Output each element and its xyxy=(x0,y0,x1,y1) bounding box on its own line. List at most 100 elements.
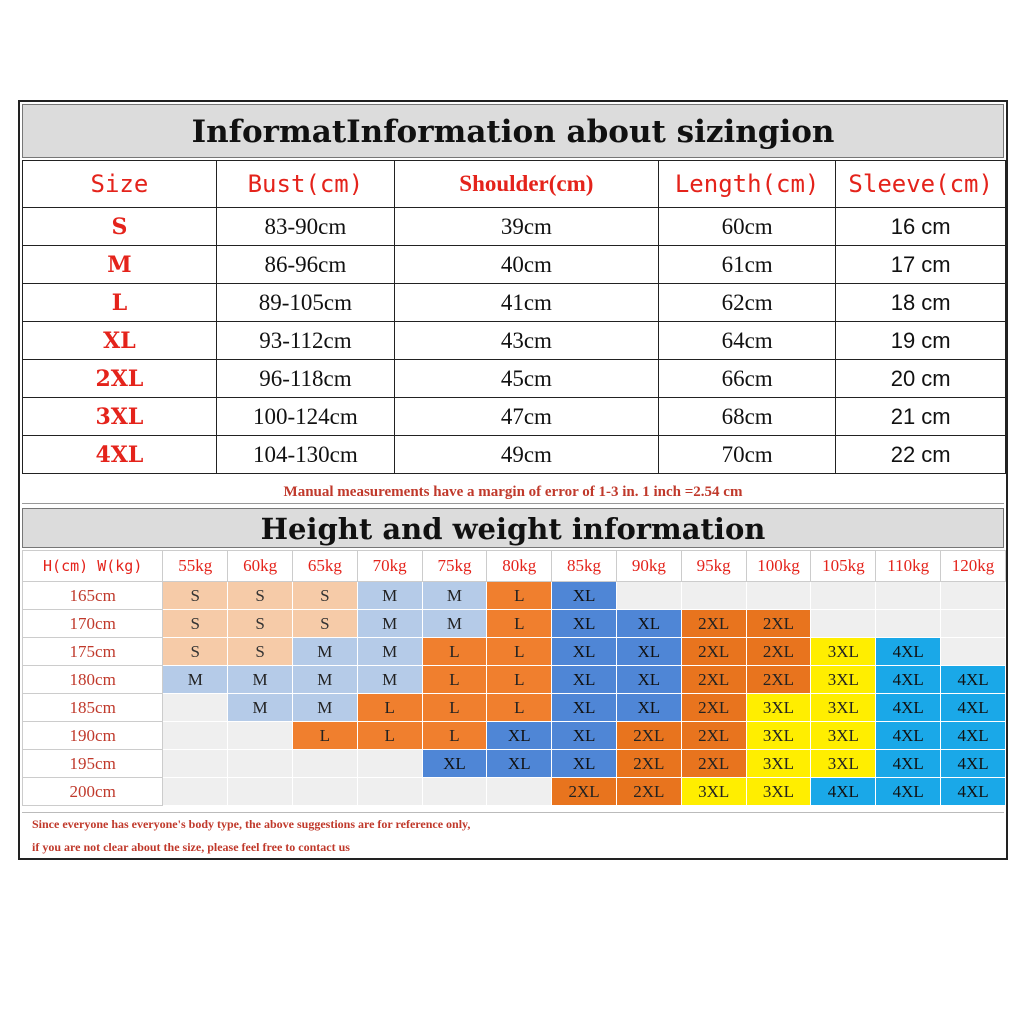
size-recommendation-cell: L xyxy=(421,693,488,722)
size-recommendation-cell: S xyxy=(227,637,293,666)
size-recommendation-cell: 4XL xyxy=(875,637,942,666)
empty-cell xyxy=(810,609,877,638)
size-recommendation-cell: XL xyxy=(615,637,682,666)
weight-header-cell: 75kg xyxy=(421,550,488,582)
size-recommendation-cell: L xyxy=(486,581,553,610)
measurement-cell: 41cm xyxy=(393,283,659,322)
size-recommendation-cell: 2XL xyxy=(551,777,617,806)
size-recommendation-cell: S xyxy=(162,581,229,610)
size-recommendation-cell: 4XL xyxy=(940,749,1006,778)
hw-corner-label: H(cm) W(kg) xyxy=(21,550,164,582)
size-recommendation-cell: 4XL xyxy=(875,749,942,778)
size-table-header-cell: Shoulder(cm) xyxy=(393,160,659,208)
hw-table-row: 200cm 2XL 2XL 3XL 3XL 4XL 4XL 4XL xyxy=(21,777,1006,806)
size-table-header-cell: Size xyxy=(22,160,217,208)
height-label-cell: 185cm xyxy=(21,693,164,722)
size-recommendation-cell: XL xyxy=(551,749,617,778)
size-recommendation-cell: M xyxy=(356,665,423,694)
measurement-cell: 40cm xyxy=(393,245,659,284)
empty-cell xyxy=(291,777,358,806)
size-recommendation-cell: 4XL xyxy=(875,665,942,694)
size-chart-sheet: InformatInformation about sizingion Size… xyxy=(18,100,1008,860)
weight-header-cell: 95kg xyxy=(680,550,747,582)
hw-table-row: 170cm S S S M M L XL XL 2XL 2XL xyxy=(21,609,1006,638)
size-recommendation-cell: 2XL xyxy=(745,665,812,694)
size-recommendation-cell: S xyxy=(227,581,293,610)
size-recommendation-cell: XL xyxy=(551,721,617,750)
size-recommendation-cell: M xyxy=(291,665,358,694)
size-recommendation-cell: 2XL xyxy=(680,693,747,722)
reference-note-line: Since everyone has everyone's body type,… xyxy=(32,817,471,831)
reference-note: Since everyone has everyone's body type,… xyxy=(22,812,1004,858)
empty-cell xyxy=(162,693,229,722)
measurement-cell: 22 cm xyxy=(835,435,1006,474)
measurement-cell: 86-96cm xyxy=(215,245,395,284)
measurement-cell: 21 cm xyxy=(835,397,1006,436)
size-recommendation-cell: 3XL xyxy=(810,665,877,694)
size-table-row: 4XL 104-130cm 49cm 70cm 22 cm xyxy=(22,435,1006,474)
size-recommendation-cell: 4XL xyxy=(875,721,942,750)
empty-cell xyxy=(810,581,877,610)
size-label-cell: 3XL xyxy=(22,397,217,436)
weight-header-cell: 85kg xyxy=(551,550,617,582)
measurement-cell: 83-90cm xyxy=(215,207,395,246)
size-recommendation-cell: 3XL xyxy=(680,777,747,806)
size-recommendation-cell: XL xyxy=(615,693,682,722)
hw-table-row: 165cm S S S M M L XL xyxy=(21,581,1006,610)
measurement-cell: 43cm xyxy=(393,321,659,360)
measurement-cell: 60cm xyxy=(657,207,837,246)
size-label-cell: 2XL xyxy=(22,359,217,398)
empty-cell xyxy=(615,581,682,610)
measurement-cell: 62cm xyxy=(657,283,837,322)
size-recommendation-cell: 3XL xyxy=(810,749,877,778)
size-recommendation-cell: L xyxy=(356,721,423,750)
size-table-row: M 86-96cm 40cm 61cm 17 cm xyxy=(22,245,1006,284)
size-recommendation-cell: M xyxy=(356,637,423,666)
size-recommendation-cell: 3XL xyxy=(745,777,812,806)
size-recommendation-cell: L xyxy=(356,693,423,722)
size-recommendation-cell: S xyxy=(227,609,293,638)
weight-header-cell: 120kg xyxy=(940,550,1006,582)
height-label-cell: 165cm xyxy=(21,581,164,610)
empty-cell xyxy=(940,637,1006,666)
size-label-cell: XL xyxy=(22,321,217,360)
size-recommendation-cell: 4XL xyxy=(810,777,877,806)
weight-header-cell: 80kg xyxy=(486,550,553,582)
empty-cell xyxy=(162,777,229,806)
size-recommendation-cell: 3XL xyxy=(745,749,812,778)
empty-cell xyxy=(486,777,553,806)
size-table-row: L 89-105cm 41cm 62cm 18 cm xyxy=(22,283,1006,322)
measurement-cell: 39cm xyxy=(393,207,659,246)
empty-cell xyxy=(227,777,293,806)
weight-header-cell: 90kg xyxy=(615,550,682,582)
size-recommendation-cell: 4XL xyxy=(940,777,1006,806)
measurement-cell: 20 cm xyxy=(835,359,1006,398)
size-recommendation-cell: 3XL xyxy=(810,721,877,750)
height-weight-table: H(cm) W(kg) 55kg 60kg 65kg 70kg 75kg 80kg 85kg 9… xyxy=(21,550,1006,806)
hw-table-row: 175cm S S M M L L XL XL 2XL 2XL 3XL 4XL xyxy=(21,637,1006,666)
empty-cell xyxy=(162,721,229,750)
empty-cell xyxy=(680,581,747,610)
measurement-cell: 49cm xyxy=(393,435,659,474)
hw-table-row: 185cm M M L L L XL XL 2XL 3XL 3XL 4XL 4XL xyxy=(21,693,1006,722)
size-recommendation-cell: L xyxy=(486,693,553,722)
size-recommendation-cell: 2XL xyxy=(680,749,747,778)
size-recommendation-cell: L xyxy=(486,637,553,666)
hw-table-header-row: H(cm) W(kg) 55kg 60kg 65kg 70kg 75kg 80kg 85kg 9… xyxy=(21,550,1006,582)
size-recommendation-cell: M xyxy=(421,581,488,610)
size-recommendation-cell: L xyxy=(291,721,358,750)
height-label-cell: 180cm xyxy=(21,665,164,694)
measurement-cell: 70cm xyxy=(657,435,837,474)
size-recommendation-cell: XL xyxy=(551,609,617,638)
height-weight-title: Height and weight information xyxy=(22,508,1004,548)
size-recommendation-cell: XL xyxy=(615,665,682,694)
measurement-cell: 100-124cm xyxy=(215,397,395,436)
weight-header-cell: 65kg xyxy=(291,550,358,582)
size-chart-title: InformatInformation about sizingion xyxy=(22,104,1004,158)
height-label-cell: 195cm xyxy=(21,749,164,778)
size-recommendation-cell: 2XL xyxy=(680,721,747,750)
weight-header-cell: 110kg xyxy=(875,550,942,582)
size-recommendation-cell: XL xyxy=(486,721,553,750)
size-recommendation-cell: 4XL xyxy=(940,665,1006,694)
size-recommendation-cell: XL xyxy=(551,665,617,694)
